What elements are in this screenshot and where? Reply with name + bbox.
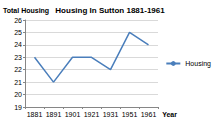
svg-text:20: 20	[14, 91, 22, 98]
svg-text:1951: 1951	[122, 111, 138, 118]
svg-text:Housing: Housing	[185, 60, 211, 68]
svg-text:21: 21	[14, 79, 22, 86]
svg-text:1891: 1891	[46, 111, 62, 118]
svg-text:1881: 1881	[27, 111, 43, 118]
svg-text:25: 25	[14, 29, 22, 36]
svg-text:Total Housing: Total Housing	[3, 7, 49, 15]
svg-text:26: 26	[14, 17, 22, 24]
svg-text:19: 19	[14, 104, 22, 111]
svg-text:1931: 1931	[103, 111, 119, 118]
svg-text:Year: Year	[162, 111, 177, 118]
svg-text:Housing In Sutton 1881-1961: Housing In Sutton 1881-1961	[55, 6, 165, 15]
svg-text:1921: 1921	[84, 111, 100, 118]
svg-text:23: 23	[14, 54, 22, 61]
svg-text:1961: 1961	[141, 111, 157, 118]
svg-text:24: 24	[14, 41, 22, 48]
svg-text:1901: 1901	[65, 111, 81, 118]
svg-text:22: 22	[14, 66, 22, 73]
